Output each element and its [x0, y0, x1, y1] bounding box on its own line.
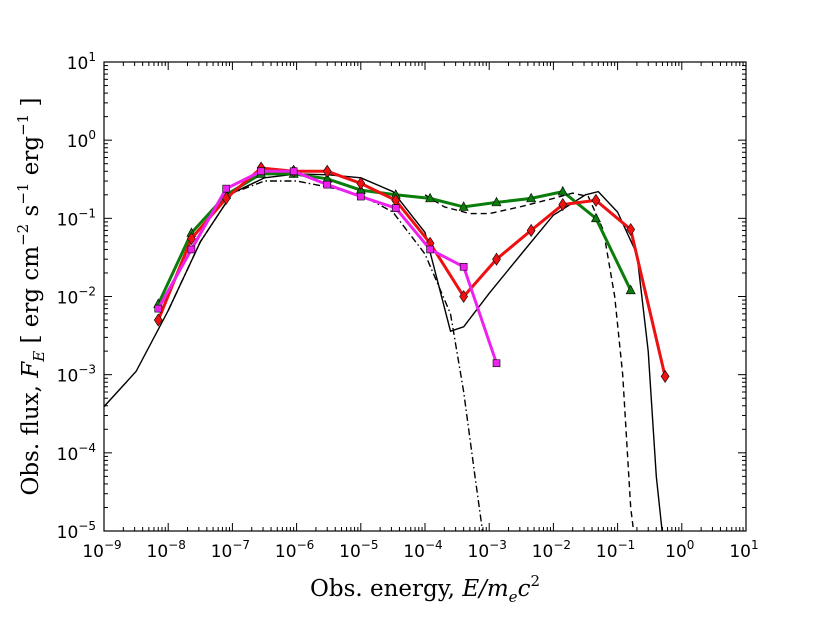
x-tick-label: 100: [665, 538, 694, 562]
series-dashed-black: [424, 192, 635, 531]
data-point-diamond: [591, 193, 601, 207]
data-point-triangle: [458, 201, 469, 211]
y-tick-label: 10−5: [57, 519, 96, 543]
data-point-square: [426, 245, 434, 254]
y-tick-label: 100: [67, 128, 96, 152]
series-magenta-squares: [154, 167, 501, 368]
ticks: [103, 61, 747, 532]
series-line-solid-black-thin: [104, 173, 663, 531]
data-point-diamond: [459, 289, 469, 304]
series-line-dashed-black: [424, 192, 635, 531]
x-tick-label: 10−1: [596, 538, 635, 562]
plot-area: [104, 161, 670, 531]
x-tick-label: 10−7: [211, 538, 250, 562]
data-point-triangle: [625, 284, 636, 295]
x-tick-label: 10−8: [147, 538, 186, 562]
data-point-triangle: [425, 192, 436, 203]
x-tick-label: 10−4: [403, 538, 442, 562]
data-point-square: [391, 204, 400, 212]
data-point-square: [289, 167, 298, 176]
data-point-triangle: [590, 212, 601, 223]
y-tick-label: 101: [67, 50, 96, 74]
y-tick-label: 10−1: [57, 206, 96, 230]
data-point-triangle: [526, 192, 537, 203]
y-tick-label: 10−3: [57, 363, 96, 387]
x-tick-label: 101: [729, 538, 758, 562]
data-point-diamond: [153, 313, 163, 327]
data-point-square: [492, 359, 501, 368]
x-tick-label: 10−9: [82, 538, 121, 562]
x-tick-label: 10−3: [468, 538, 507, 562]
data-point-diamond: [356, 176, 366, 190]
data-point-diamond: [492, 252, 501, 266]
data-point-square: [356, 192, 365, 201]
data-point-square: [323, 180, 332, 189]
data-point-square: [459, 262, 468, 271]
plot-frame: [103, 61, 747, 532]
data-point-square: [222, 184, 230, 193]
data-point-triangle: [491, 196, 502, 207]
data-point-square: [154, 304, 163, 313]
x-tick-label: 10−2: [532, 538, 571, 562]
series-line-red-diamonds: [156, 166, 667, 377]
y-tick-label: 10−2: [57, 285, 96, 309]
data-point-diamond: [558, 198, 568, 212]
x-axis-label: Obs. energy, E/mec2: [310, 572, 540, 606]
data-point-diamond: [660, 369, 670, 383]
y-axis-label: Obs. flux, FE [ erg cm−2 s−1 erg−1 ]: [14, 97, 48, 495]
data-point-square: [257, 167, 265, 176]
x-tick-label: 10−6: [275, 538, 314, 562]
series-solid-black-thin: [104, 173, 663, 531]
data-point-square: [187, 245, 196, 254]
x-tick-label: 10−5: [339, 538, 378, 562]
data-point-diamond: [322, 164, 332, 178]
data-point-triangle: [557, 185, 568, 196]
data-point-diamond: [221, 191, 231, 205]
series-line-dashdot-black: [167, 180, 484, 531]
data-point-diamond: [526, 223, 536, 237]
data-point-diamond: [626, 222, 636, 237]
series-dashdot-black: [167, 180, 484, 531]
y-tick-label: 10−4: [57, 441, 96, 465]
data-point-diamond: [187, 232, 196, 246]
